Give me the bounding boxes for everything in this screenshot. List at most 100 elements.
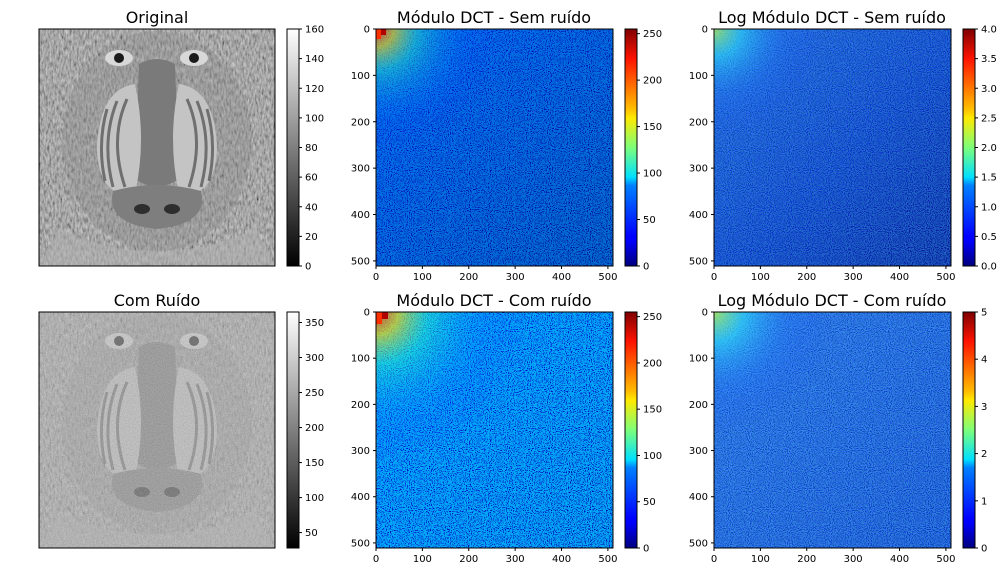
y-tick-label: 0	[702, 25, 708, 36]
heatmap-dct-noisy	[376, 312, 613, 548]
y-tick-label: 100	[351, 354, 370, 365]
panel-title-dct-noisy: Módulo DCT - Com ruído	[396, 291, 591, 310]
x-tick-label: 100	[751, 554, 770, 565]
colorbar-tick-label: 4.0	[981, 25, 997, 36]
panel-title-original: Original	[126, 8, 189, 27]
y-tick-label: 500	[689, 256, 708, 267]
colorbar-tick-label: 0	[981, 544, 987, 555]
y-tick-label: 200	[351, 117, 370, 128]
x-tick-label: 300	[506, 554, 525, 565]
image-frame	[38, 311, 276, 549]
y-tick-label: 0	[364, 308, 370, 319]
colorbar-tick-label: 3	[981, 402, 987, 413]
colorbar-tick-label: 0	[305, 262, 311, 273]
colorbar-tick-label: 2	[981, 449, 987, 460]
panel-title-log-dct-noisy: Log Módulo DCT - Com ruído	[718, 291, 947, 310]
x-tick-label: 300	[844, 272, 863, 283]
heatmap-dct	[376, 29, 613, 266]
heatmap-log-dct	[714, 29, 951, 266]
colorbar-tick-label: 80	[305, 143, 318, 154]
x-tick-label: 100	[413, 554, 432, 565]
colorbar-tick-label: 300	[305, 353, 324, 364]
image-original	[39, 29, 275, 266]
colorbar-tick-label: 2.5	[981, 113, 997, 124]
y-tick-label: 300	[689, 164, 708, 175]
y-tick-label: 300	[351, 446, 370, 457]
colorbar-tick-label: 3.5	[981, 54, 997, 65]
x-tick-label: 0	[373, 554, 379, 565]
colorbar-tick-label: 140	[305, 54, 324, 65]
colorbar-tick-label: 160	[305, 25, 324, 36]
y-tick-label: 300	[689, 446, 708, 457]
y-tick-label: 200	[689, 117, 708, 128]
panel-title-noisy: Com Ruído	[114, 291, 201, 310]
x-tick-label: 500	[598, 554, 617, 565]
colorbar-tick-label: 250	[643, 312, 662, 323]
panel-log-dct-noisy: Log Módulo DCT - Com ruído 0 100 200 300 400…	[689, 291, 987, 565]
panel-original: Original 0 20 40 60 80 100 120 140 160	[38, 8, 324, 273]
x-tick-label: 400	[890, 554, 909, 565]
colorbar-tick-label: 3.0	[981, 84, 997, 95]
colorbar-tick-label: 40	[305, 202, 318, 213]
colorbar-tick-label: 1	[981, 496, 987, 507]
x-tick-label: 400	[552, 272, 571, 283]
x-tick-label: 100	[751, 272, 770, 283]
colorbar-tick-label: 200	[643, 358, 662, 369]
x-tick-label: 0	[373, 272, 379, 283]
colorbar-tick-label: 100	[305, 493, 324, 504]
colorbar-tick-label: 0	[643, 544, 649, 555]
panel-dct-noisy: Módulo DCT - Com ruído 0 100 200 300 400 5000…	[351, 291, 662, 565]
y-tick-label: 100	[689, 354, 708, 365]
x-tick-label: 500	[936, 272, 955, 283]
heatmap-log-dct-noisy	[714, 312, 951, 548]
colorbar-tick-label: 100	[305, 113, 324, 124]
y-tick-label: 500	[689, 538, 708, 549]
y-tick-label: 300	[351, 164, 370, 175]
axes-frame	[713, 28, 952, 267]
colorbar-ticks: 0 50 100 150 200 250	[637, 312, 662, 555]
colorbar-jet	[962, 311, 976, 549]
colorbar-tick-label: 1.0	[981, 202, 997, 213]
y-tick-label: 100	[689, 71, 708, 82]
colorbar-tick-label: 2.0	[981, 143, 997, 154]
panel-title-log-dct: Log Módulo DCT - Sem ruído	[718, 8, 946, 27]
colorbar-tick-label: 250	[643, 29, 662, 40]
y-tick-label: 400	[351, 210, 370, 221]
axes-frame	[713, 311, 952, 549]
colorbar-ticks: 0 1 2 3 4 5	[975, 308, 987, 555]
y-tick-label: 200	[689, 400, 708, 411]
panel-title-dct: Módulo DCT - Sem ruído	[397, 8, 591, 27]
colorbar-tick-label: 100	[643, 451, 662, 462]
x-tick-label: 400	[890, 272, 909, 283]
colorbar-tick-label: 150	[643, 122, 662, 133]
y-tick-label: 100	[351, 71, 370, 82]
x-tick-label: 200	[459, 272, 478, 283]
x-tick-label: 0	[711, 272, 717, 283]
y-tick-label: 400	[689, 492, 708, 503]
x-tick-label: 0	[711, 554, 717, 565]
panel-noisy: Com Ruído 50 100 150 200 250 300 350	[38, 291, 324, 549]
image-noisy	[39, 312, 275, 548]
panel-dct: Módulo DCT - Sem ruído 0 100 200 300 400 5000…	[351, 8, 662, 283]
colorbar-tick-label: 50	[305, 528, 318, 539]
colorbar-tick-label: 200	[305, 423, 324, 434]
colorbar-ticks: 0 20 40 60 80 100 120 140 160	[299, 25, 324, 273]
colorbar-tick-label: 100	[643, 169, 662, 180]
y-tick-label: 500	[351, 538, 370, 549]
y-tick-label: 200	[351, 400, 370, 411]
colorbar-ticks: 50 100 150 200 250 300 350	[299, 318, 324, 539]
x-tick-label: 400	[552, 554, 571, 565]
colorbar-tick-label: 5	[981, 308, 987, 319]
colorbar-tick-label: 350	[305, 318, 324, 329]
colorbar-tick-label: 50	[643, 497, 656, 508]
x-tick-label: 300	[506, 272, 525, 283]
colorbar-gray	[286, 28, 300, 267]
colorbar-tick-label: 4	[981, 355, 987, 366]
colorbar-ticks: 0.0 0.5 1.0 1.5 2.0 2.5 3.0 3.5 4.0	[975, 25, 997, 273]
x-tick-label: 500	[936, 554, 955, 565]
colorbar-tick-label: 150	[305, 458, 324, 469]
y-tick-label: 0	[702, 308, 708, 319]
colorbar-jet	[624, 311, 638, 549]
